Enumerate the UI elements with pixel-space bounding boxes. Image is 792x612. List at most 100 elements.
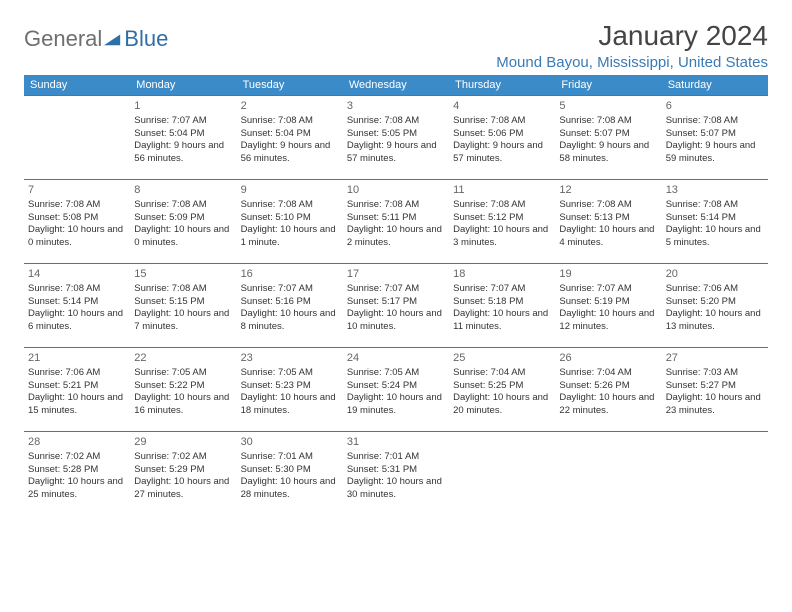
sunrise-line: Sunrise: 7:08 AM — [241, 199, 339, 212]
sunrise-line: Sunrise: 7:03 AM — [666, 367, 764, 380]
sunrise-line: Sunrise: 7:08 AM — [28, 283, 126, 296]
daylight-line: Daylight: 10 hours and 3 minutes. — [453, 224, 551, 250]
sunrise-line: Sunrise: 7:01 AM — [347, 451, 445, 464]
calendar-day-cell: 12Sunrise: 7:08 AMSunset: 5:13 PMDayligh… — [555, 180, 661, 264]
header: General Blue January 2024 Mound Bayou, M… — [24, 20, 768, 71]
calendar-day-cell: 7Sunrise: 7:08 AMSunset: 5:08 PMDaylight… — [24, 180, 130, 264]
sunrise-line: Sunrise: 7:07 AM — [559, 283, 657, 296]
day-number: 10 — [347, 183, 445, 198]
calendar-day-cell: 18Sunrise: 7:07 AMSunset: 5:18 PMDayligh… — [449, 264, 555, 348]
sunrise-line: Sunrise: 7:08 AM — [453, 115, 551, 128]
sunrise-line: Sunrise: 7:08 AM — [347, 115, 445, 128]
day-number: 11 — [453, 183, 551, 198]
day-number: 31 — [347, 435, 445, 450]
daylight-line: Daylight: 9 hours and 56 minutes. — [241, 140, 339, 166]
sunset-line: Sunset: 5:15 PM — [134, 296, 232, 309]
logo-text-blue: Blue — [124, 26, 168, 52]
daylight-line: Daylight: 10 hours and 25 minutes. — [28, 476, 126, 502]
calendar-day-cell: 29Sunrise: 7:02 AMSunset: 5:29 PMDayligh… — [130, 432, 236, 516]
month-title: January 2024 — [496, 20, 768, 52]
daylight-line: Daylight: 10 hours and 7 minutes. — [134, 308, 232, 334]
day-number: 8 — [134, 183, 232, 198]
daylight-line: Daylight: 9 hours and 58 minutes. — [559, 140, 657, 166]
day-number: 22 — [134, 351, 232, 366]
calendar-day-cell: 27Sunrise: 7:03 AMSunset: 5:27 PMDayligh… — [662, 348, 768, 432]
daylight-line: Daylight: 10 hours and 1 minute. — [241, 224, 339, 250]
day-number: 25 — [453, 351, 551, 366]
calendar-body: 1Sunrise: 7:07 AMSunset: 5:04 PMDaylight… — [24, 96, 768, 516]
calendar-day-cell: 23Sunrise: 7:05 AMSunset: 5:23 PMDayligh… — [237, 348, 343, 432]
sunrise-line: Sunrise: 7:08 AM — [241, 115, 339, 128]
sunset-line: Sunset: 5:04 PM — [241, 128, 339, 141]
day-number: 23 — [241, 351, 339, 366]
day-number: 9 — [241, 183, 339, 198]
sunset-line: Sunset: 5:22 PM — [134, 380, 232, 393]
sunrise-line: Sunrise: 7:08 AM — [28, 199, 126, 212]
calendar-day-cell — [24, 96, 130, 180]
day-number: 20 — [666, 267, 764, 282]
daylight-line: Daylight: 10 hours and 0 minutes. — [134, 224, 232, 250]
day-number: 4 — [453, 99, 551, 114]
day-number: 3 — [347, 99, 445, 114]
daylight-line: Daylight: 10 hours and 0 minutes. — [28, 224, 126, 250]
calendar-header-row: SundayMondayTuesdayWednesdayThursdayFrid… — [24, 75, 768, 96]
calendar-day-cell: 4Sunrise: 7:08 AMSunset: 5:06 PMDaylight… — [449, 96, 555, 180]
calendar-day-cell: 8Sunrise: 7:08 AMSunset: 5:09 PMDaylight… — [130, 180, 236, 264]
logo: General Blue — [24, 20, 168, 52]
sunset-line: Sunset: 5:07 PM — [559, 128, 657, 141]
day-number: 7 — [28, 183, 126, 198]
calendar-day-cell: 25Sunrise: 7:04 AMSunset: 5:25 PMDayligh… — [449, 348, 555, 432]
daylight-line: Daylight: 10 hours and 15 minutes. — [28, 392, 126, 418]
daylight-line: Daylight: 9 hours and 57 minutes. — [347, 140, 445, 166]
daylight-line: Daylight: 10 hours and 27 minutes. — [134, 476, 232, 502]
daylight-line: Daylight: 10 hours and 16 minutes. — [134, 392, 232, 418]
title-block: January 2024 Mound Bayou, Mississippi, U… — [496, 20, 768, 71]
sunrise-line: Sunrise: 7:02 AM — [28, 451, 126, 464]
day-number: 17 — [347, 267, 445, 282]
sunset-line: Sunset: 5:13 PM — [559, 212, 657, 225]
calendar-day-cell: 22Sunrise: 7:05 AMSunset: 5:22 PMDayligh… — [130, 348, 236, 432]
sunset-line: Sunset: 5:14 PM — [28, 296, 126, 309]
day-number: 12 — [559, 183, 657, 198]
daylight-line: Daylight: 10 hours and 8 minutes. — [241, 308, 339, 334]
day-number: 27 — [666, 351, 764, 366]
sunrise-line: Sunrise: 7:08 AM — [134, 283, 232, 296]
day-number: 24 — [347, 351, 445, 366]
sunrise-line: Sunrise: 7:08 AM — [559, 115, 657, 128]
day-number: 15 — [134, 267, 232, 282]
day-number: 29 — [134, 435, 232, 450]
daylight-line: Daylight: 10 hours and 30 minutes. — [347, 476, 445, 502]
calendar-day-cell: 2Sunrise: 7:08 AMSunset: 5:04 PMDaylight… — [237, 96, 343, 180]
sunset-line: Sunset: 5:14 PM — [666, 212, 764, 225]
calendar-day-cell: 1Sunrise: 7:07 AMSunset: 5:04 PMDaylight… — [130, 96, 236, 180]
daylight-line: Daylight: 10 hours and 19 minutes. — [347, 392, 445, 418]
calendar-week-row: 7Sunrise: 7:08 AMSunset: 5:08 PMDaylight… — [24, 180, 768, 264]
calendar-day-cell — [662, 432, 768, 516]
daylight-line: Daylight: 10 hours and 10 minutes. — [347, 308, 445, 334]
calendar-day-cell — [449, 432, 555, 516]
sunrise-line: Sunrise: 7:05 AM — [241, 367, 339, 380]
sunset-line: Sunset: 5:31 PM — [347, 464, 445, 477]
day-number: 2 — [241, 99, 339, 114]
daylight-line: Daylight: 10 hours and 4 minutes. — [559, 224, 657, 250]
day-number: 18 — [453, 267, 551, 282]
day-number: 30 — [241, 435, 339, 450]
calendar-day-cell: 24Sunrise: 7:05 AMSunset: 5:24 PMDayligh… — [343, 348, 449, 432]
dow-header: Tuesday — [237, 75, 343, 96]
sunrise-line: Sunrise: 7:08 AM — [666, 199, 764, 212]
sunset-line: Sunset: 5:29 PM — [134, 464, 232, 477]
sunrise-line: Sunrise: 7:08 AM — [347, 199, 445, 212]
calendar-day-cell: 10Sunrise: 7:08 AMSunset: 5:11 PMDayligh… — [343, 180, 449, 264]
sunrise-line: Sunrise: 7:01 AM — [241, 451, 339, 464]
day-number: 28 — [28, 435, 126, 450]
sunrise-line: Sunrise: 7:07 AM — [134, 115, 232, 128]
sunrise-line: Sunrise: 7:06 AM — [28, 367, 126, 380]
dow-header: Monday — [130, 75, 236, 96]
calendar-day-cell: 5Sunrise: 7:08 AMSunset: 5:07 PMDaylight… — [555, 96, 661, 180]
sunset-line: Sunset: 5:21 PM — [28, 380, 126, 393]
dow-header: Saturday — [662, 75, 768, 96]
sunset-line: Sunset: 5:10 PM — [241, 212, 339, 225]
day-number: 13 — [666, 183, 764, 198]
day-number: 6 — [666, 99, 764, 114]
calendar-day-cell: 3Sunrise: 7:08 AMSunset: 5:05 PMDaylight… — [343, 96, 449, 180]
